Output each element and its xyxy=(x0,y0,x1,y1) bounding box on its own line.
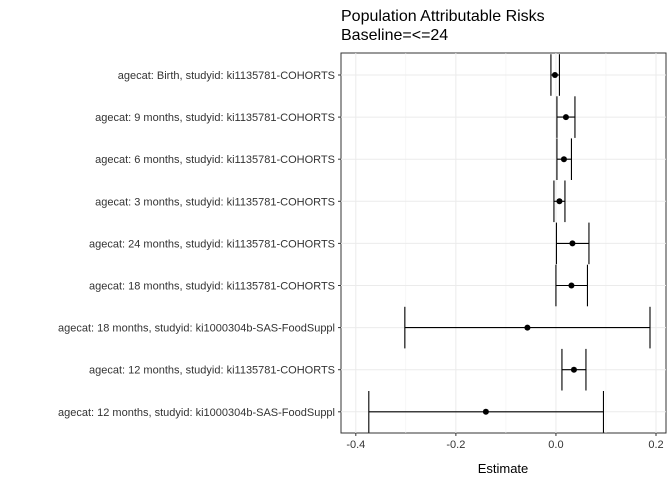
estimate-row xyxy=(404,306,651,349)
estimate-row xyxy=(555,264,589,307)
y-tick-label: agecat: 9 months, studyid: ki1135781-COH… xyxy=(95,112,335,124)
estimate-point xyxy=(482,408,489,415)
y-tick-label: agecat: Birth, studyid: ki1135781-COHORT… xyxy=(118,70,335,82)
estimate-point xyxy=(570,366,577,373)
estimate-row xyxy=(550,54,560,96)
estimate-point xyxy=(569,240,576,247)
y-tick-label: agecat: 6 months, studyid: ki1135781-COH… xyxy=(95,154,335,166)
y-tick-label: agecat: 24 months, studyid: ki1135781-CO… xyxy=(89,238,335,250)
x-tick-label: 0.0 xyxy=(548,439,563,451)
estimate-point xyxy=(551,72,558,78)
data-marks xyxy=(368,54,651,433)
estimate-row xyxy=(553,180,566,223)
estimate-point xyxy=(560,156,567,163)
estimate-row xyxy=(368,391,605,433)
chart-subtitle: Baseline=<=24 xyxy=(341,27,448,44)
x-tick-label: 0.2 xyxy=(648,439,663,451)
estimate-row xyxy=(561,348,587,391)
y-tick-label: agecat: 12 months, studyid: ki1135781-CO… xyxy=(89,365,335,377)
chart-title: Population Attributable Risks xyxy=(341,8,545,25)
estimate-point xyxy=(556,198,563,205)
estimate-point xyxy=(568,282,575,289)
y-tick-label: agecat: 18 months, studyid: ki1000304b-S… xyxy=(58,323,335,335)
x-tick-label: -0.2 xyxy=(446,439,465,451)
estimate-row xyxy=(556,96,576,138)
y-tick-label: agecat: 18 months, studyid: ki1135781-CO… xyxy=(89,281,335,293)
y-axis-labels: agecat: Birth, studyid: ki1135781-COHORT… xyxy=(58,70,341,419)
estimate-row xyxy=(555,222,590,265)
x-axis: -0.4 -0.2 0.0 0.2 xyxy=(346,433,664,451)
y-tick-label: agecat: 12 months, studyid: ki1000304b-S… xyxy=(58,407,335,419)
x-tick-label: -0.4 xyxy=(346,439,365,451)
estimate-point xyxy=(524,324,531,331)
estimate-point xyxy=(562,114,569,121)
estimate-row xyxy=(556,138,572,180)
y-tick-label: agecat: 3 months, studyid: ki1135781-COH… xyxy=(95,196,335,208)
grid-lines xyxy=(341,53,666,433)
x-axis-label: Estimate xyxy=(478,461,529,476)
